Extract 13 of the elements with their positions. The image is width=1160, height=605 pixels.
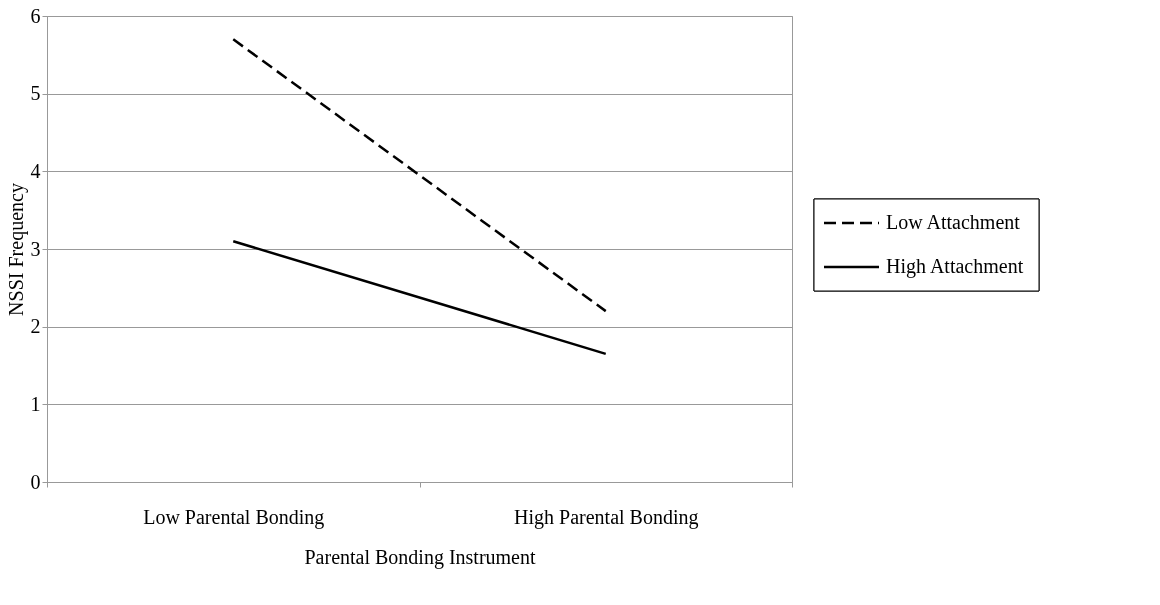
- y-axis-title: NSSI Frequency: [4, 183, 28, 316]
- legend-label: Low Attachment: [886, 211, 1021, 233]
- y-tick-label: 3: [30, 237, 41, 260]
- x-axis-title: Parental Bonding Instrument: [304, 545, 536, 569]
- y-tick-label: 0: [30, 470, 41, 493]
- y-tick-label: 4: [30, 159, 41, 182]
- x-tick-label: High Parental Bonding: [514, 505, 699, 529]
- y-tick-label: 2: [30, 315, 41, 338]
- legend-label: High Attachment: [886, 255, 1024, 278]
- y-tick-label: 5: [30, 82, 41, 105]
- y-tick-label: 6: [30, 4, 41, 27]
- x-tick-label: Low Parental Bonding: [143, 505, 325, 529]
- y-tick-label: 1: [30, 392, 41, 415]
